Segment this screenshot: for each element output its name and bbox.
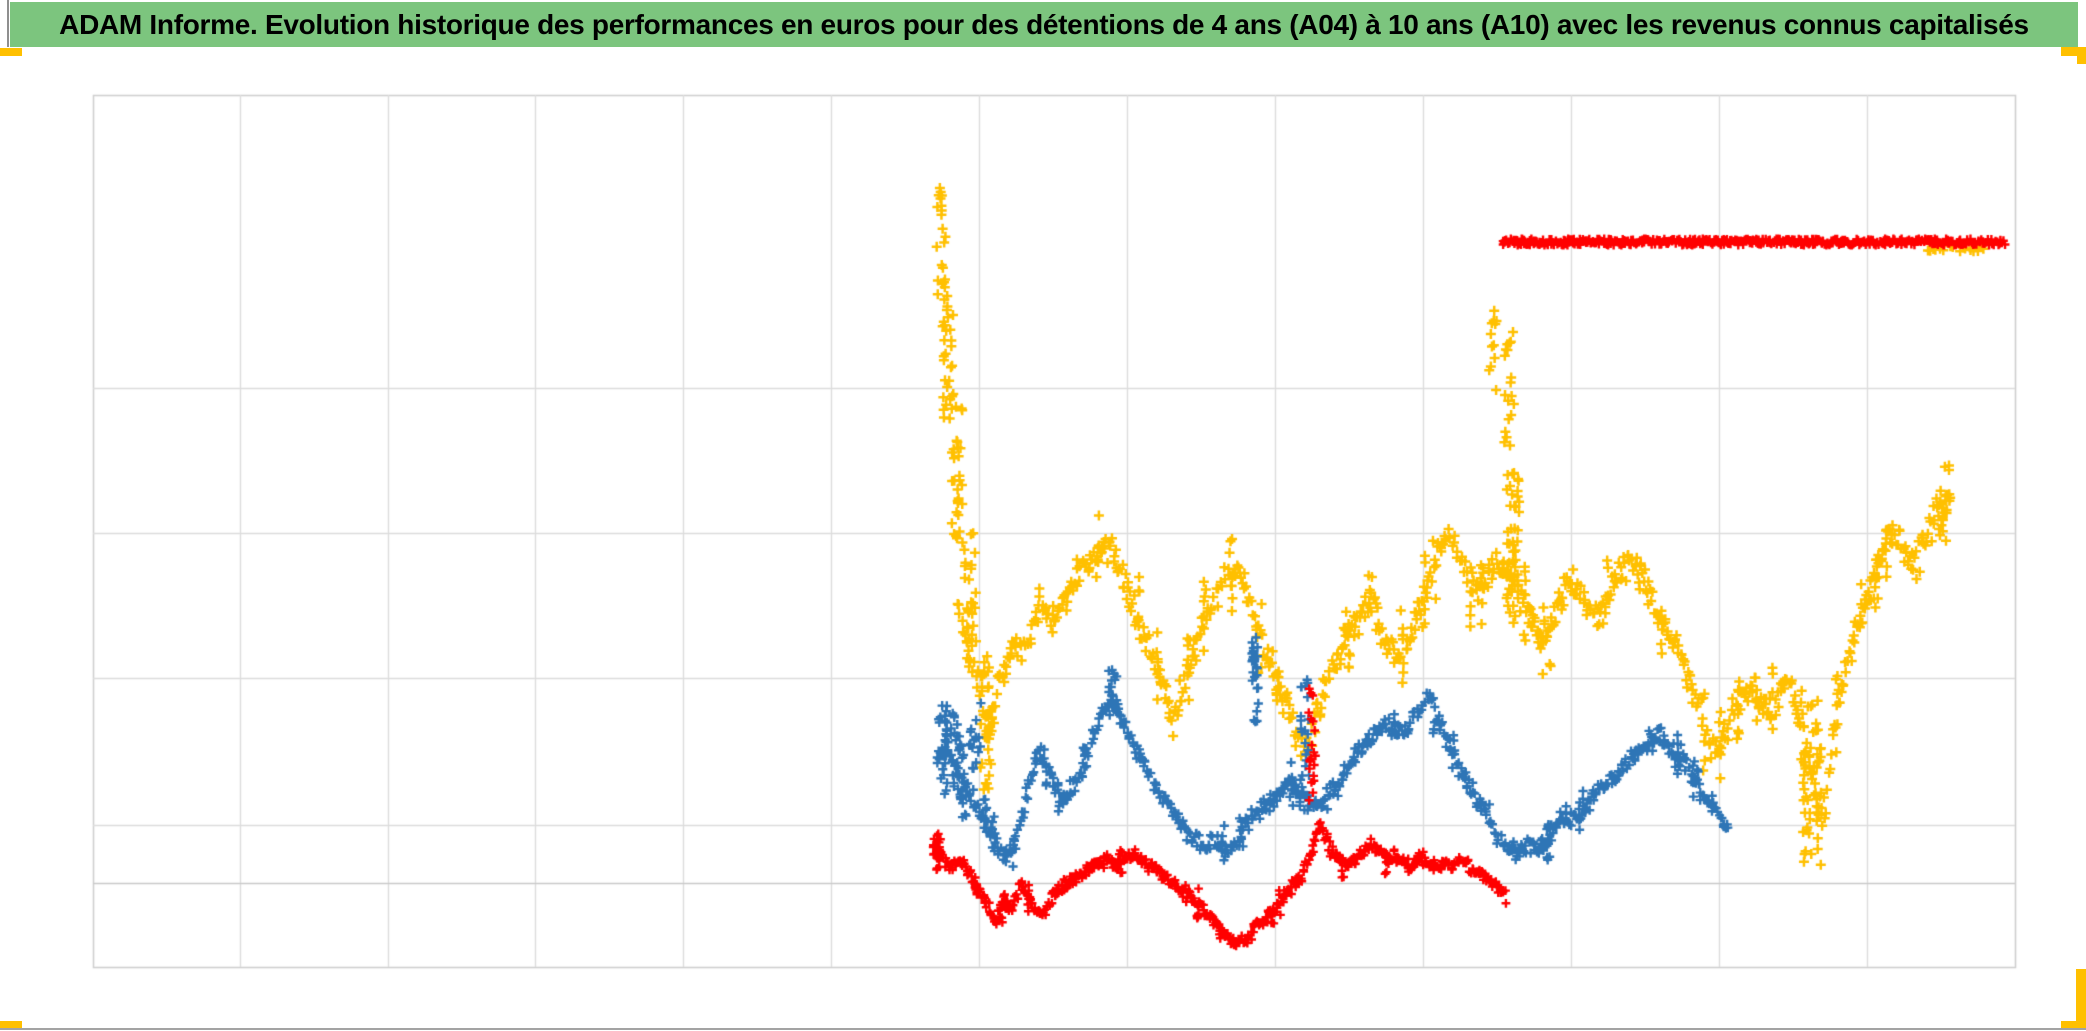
yellow-accent-top-left <box>0 48 22 56</box>
bottom-border-line <box>0 1028 2086 1030</box>
yellow-accent-bottom-right-vertical <box>2076 969 2086 1030</box>
yellow-accent-bottom-left <box>0 1021 22 1030</box>
yellow-accent-top-right-vertical <box>2077 47 2086 64</box>
yellow-accent-bottom-right-horizontal <box>2061 1021 2086 1030</box>
title-banner: ADAM Informe. Evolution historique des p… <box>10 2 2078 47</box>
yellow-accent-top-right-horizontal <box>2061 47 2086 56</box>
page-title: ADAM Informe. Evolution historique des p… <box>59 9 2029 40</box>
window-left-border <box>7 0 9 47</box>
